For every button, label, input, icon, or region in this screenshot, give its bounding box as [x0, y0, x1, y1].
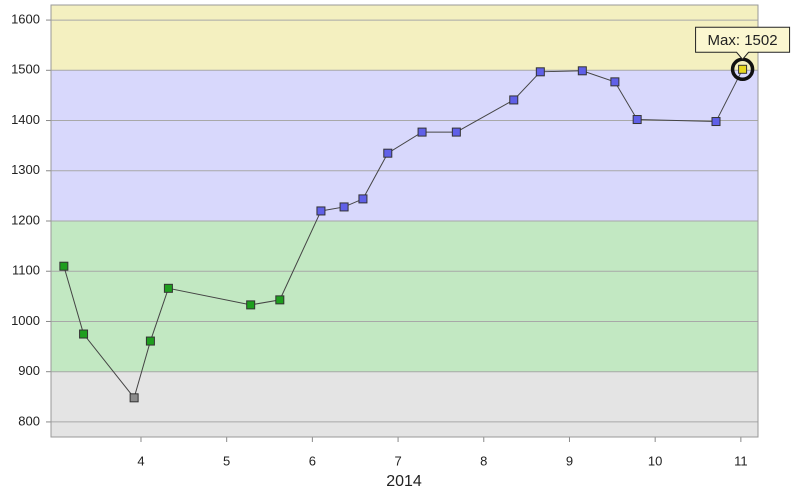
point	[738, 64, 748, 74]
point	[316, 206, 326, 216]
point	[509, 95, 519, 105]
point	[417, 127, 427, 137]
x-axis-label: 2014	[386, 473, 422, 490]
point	[129, 393, 139, 403]
plot-frame	[50, 4, 759, 438]
x-tick-label: 5	[223, 453, 230, 468]
band	[51, 70, 758, 221]
point	[711, 117, 721, 127]
y-tick-label: 1600	[11, 12, 40, 27]
point	[358, 194, 368, 204]
band	[51, 221, 758, 372]
line	[63, 69, 744, 399]
band	[51, 5, 758, 71]
y-tick-label: 1300	[11, 162, 40, 177]
point	[535, 67, 545, 77]
x-tick-label: 10	[648, 453, 662, 468]
point	[339, 202, 349, 212]
x-tick-label: 8	[480, 453, 487, 468]
y-tick-label: 1100	[12, 263, 40, 278]
x-tick-label: 4	[137, 453, 144, 468]
callout-box	[695, 26, 791, 61]
x-tick-label: 9	[566, 453, 573, 468]
y-tick-label: 1500	[11, 62, 40, 77]
callout-label: Max: 1502	[708, 32, 778, 49]
x-tick-label: 11	[734, 453, 748, 468]
y-tick-label: 800	[18, 413, 40, 428]
point	[451, 127, 461, 137]
y-tick-label: 900	[18, 363, 40, 378]
point	[145, 336, 155, 346]
y-tick-label: 1400	[11, 112, 40, 127]
x-tick-label: 7	[394, 453, 401, 468]
band	[51, 371, 758, 437]
point	[383, 148, 393, 158]
x-tick-label: 6	[309, 453, 316, 468]
y-tick-label: 1200	[11, 212, 40, 227]
y-tick-label: 1000	[11, 313, 40, 328]
point	[59, 261, 69, 271]
point	[79, 329, 89, 339]
point	[246, 300, 256, 310]
point	[632, 115, 642, 125]
point	[577, 66, 587, 76]
point	[275, 295, 285, 305]
point	[163, 283, 173, 293]
point	[610, 77, 620, 87]
